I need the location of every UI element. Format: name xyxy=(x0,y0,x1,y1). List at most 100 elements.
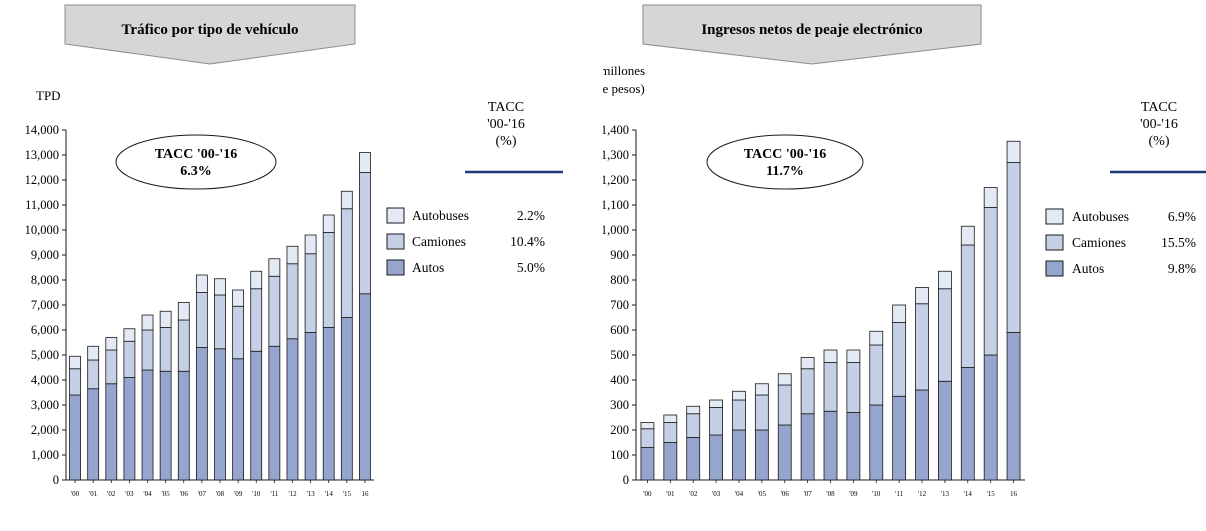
bar-autos xyxy=(754,429,769,481)
bar-camiones xyxy=(983,207,998,356)
x-tick-label: '05 xyxy=(758,490,767,498)
bar-autos xyxy=(777,424,792,481)
bar-autobuses xyxy=(232,289,245,307)
bar-autobuses xyxy=(892,304,907,323)
x-tick-label: '04 xyxy=(735,490,744,498)
bar-camiones xyxy=(777,384,792,426)
bar-autobuses xyxy=(663,414,678,423)
y-tick-label: 5,000 xyxy=(31,348,59,362)
x-tick-label: '01 xyxy=(89,490,98,498)
revenue-chart-panel: Ingresos netos de peaje electrónico (mill… xyxy=(603,0,1206,531)
x-tick-label: '09 xyxy=(849,490,858,498)
bar-autobuses xyxy=(846,349,861,363)
y-tick-label: 400 xyxy=(610,373,629,387)
y-tick-label: 8,000 xyxy=(31,273,59,287)
y-tick-label: 4,000 xyxy=(31,373,59,387)
x-tick-label: '08 xyxy=(216,490,225,498)
bar-camiones xyxy=(195,292,208,348)
y-tick-label: 9,000 xyxy=(31,248,59,262)
bar-autos xyxy=(123,377,136,481)
cagr-callout-text: TACC '00-'16 xyxy=(155,147,238,162)
bar-autobuses xyxy=(915,287,929,305)
bar-camiones xyxy=(159,327,172,372)
x-tick-label: '10 xyxy=(252,490,261,498)
bar-autos xyxy=(286,338,299,481)
tacc-header: (%) xyxy=(1149,134,1170,149)
bar-autos xyxy=(938,380,952,481)
y-tick-label: 1,400 xyxy=(603,123,629,137)
bar-camiones xyxy=(304,253,317,333)
y-tick-label: 300 xyxy=(610,398,629,412)
revenue-chart: Ingresos netos de peaje electrónico (mill… xyxy=(603,4,1206,498)
y-tick-label: 14,000 xyxy=(25,123,59,137)
bar-autobuses xyxy=(268,258,281,277)
legend-value: 6.9% xyxy=(1168,209,1196,224)
y-tick-label: 700 xyxy=(610,298,629,312)
title-banner: Tráfico por tipo de vehículo xyxy=(64,4,356,65)
y-axis-label: de pesos) xyxy=(603,81,645,96)
x-tick-label: '11 xyxy=(895,490,904,498)
y-tick-label: 7,000 xyxy=(31,298,59,312)
bar-autos xyxy=(823,410,838,481)
bar-autobuses xyxy=(1006,140,1021,163)
tacc-header: TACC xyxy=(1141,100,1177,115)
x-tick-label: '01 xyxy=(666,490,675,498)
x-tick-label: '06 xyxy=(180,490,189,498)
bar-autos xyxy=(322,327,335,481)
x-tick-label: '03 xyxy=(712,490,721,498)
bar-autos xyxy=(87,388,100,481)
x-tick-label: '13 xyxy=(941,490,950,498)
cagr-callout-text: TACC '00-'16 xyxy=(744,147,827,162)
y-tick-label: 13,000 xyxy=(25,148,59,162)
bar-camiones xyxy=(214,294,226,350)
x-tick-label: '07 xyxy=(198,490,207,498)
cagr-callout-text: 6.3% xyxy=(180,164,212,179)
x-tick-label: 16 xyxy=(1010,490,1018,498)
legend-label: Autobuses xyxy=(412,208,469,223)
legend-label: Camiones xyxy=(1072,235,1126,250)
y-tick-label: 100 xyxy=(610,448,629,462)
bar-autobuses xyxy=(732,390,746,401)
bar-autobuses xyxy=(960,225,975,246)
bar-camiones xyxy=(141,329,154,371)
x-tick-label: '13 xyxy=(306,490,315,498)
y-tick-label: 2,000 xyxy=(31,423,59,437)
bar-camiones xyxy=(709,407,723,436)
bar-autobuses xyxy=(823,349,838,363)
tacc-header: TACC xyxy=(488,100,524,115)
legend-swatch-autobuses xyxy=(1045,208,1064,225)
legend-value: 15.5% xyxy=(1161,235,1196,250)
x-tick-label: '15 xyxy=(987,490,996,498)
bar-autos xyxy=(105,383,118,481)
bar-autobuses xyxy=(195,274,208,293)
bar-autos xyxy=(141,369,154,481)
bar-autos xyxy=(709,434,723,481)
bar-camiones xyxy=(640,428,655,448)
bar-autos xyxy=(915,389,929,481)
chart-title: Ingresos netos de peaje electrónico xyxy=(701,22,922,38)
cagr-callout-text: 11.7% xyxy=(766,164,804,179)
bar-autos xyxy=(869,404,884,481)
traffic-chart-panel: Tráfico por tipo de vehículo TPD 0 1,000 2,0… xyxy=(25,4,563,498)
x-tick-label: '00 xyxy=(71,490,80,498)
bar-autobuses xyxy=(359,152,371,173)
x-tick-label: '14 xyxy=(325,490,334,498)
y-tick-label: 0 xyxy=(623,473,629,487)
x-tick-label: '03 xyxy=(125,490,134,498)
y-axis-label: TPD xyxy=(36,88,61,103)
bar-camiones xyxy=(869,344,884,406)
bar-autos xyxy=(214,348,226,481)
bar-autobuses xyxy=(869,330,884,346)
bar-camiones xyxy=(87,359,100,390)
bar-camiones xyxy=(686,413,701,438)
bar-autos xyxy=(640,447,655,481)
bar-autobuses xyxy=(938,270,952,290)
legend-value: 10.4% xyxy=(510,234,545,249)
bar-autobuses xyxy=(177,302,190,321)
bar-camiones xyxy=(915,303,929,391)
bar-autos xyxy=(359,293,371,481)
bar-autobuses xyxy=(800,357,815,370)
bar-autobuses xyxy=(754,383,769,396)
bar-autobuses xyxy=(777,373,792,386)
bar-autobuses xyxy=(69,355,81,370)
